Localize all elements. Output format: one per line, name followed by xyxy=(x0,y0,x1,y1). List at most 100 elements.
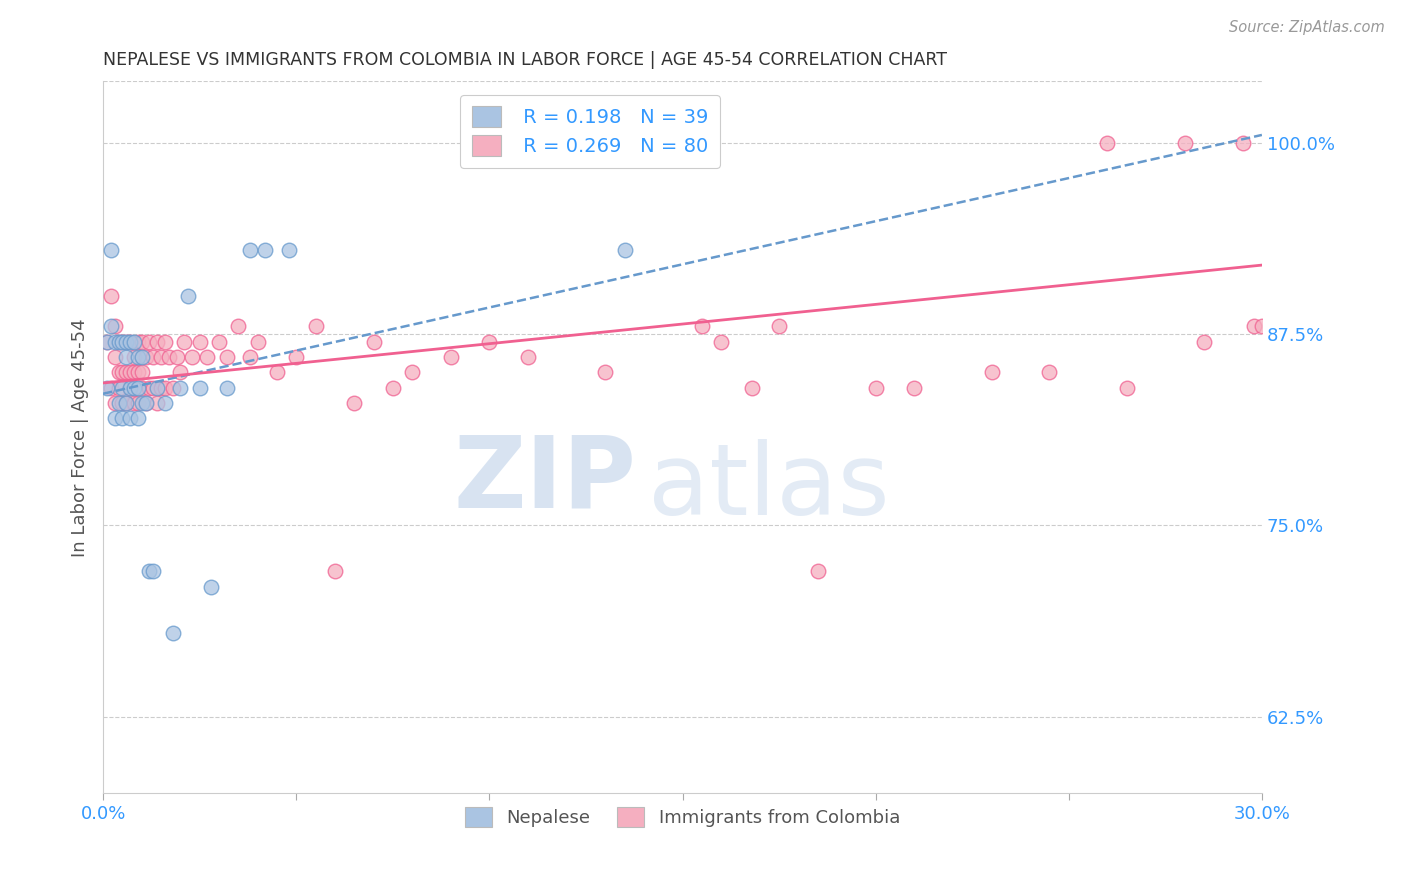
Point xyxy=(107,396,129,410)
Point xyxy=(208,334,231,349)
Point xyxy=(169,381,191,395)
Point xyxy=(1174,136,1197,150)
Point xyxy=(254,243,277,257)
Point xyxy=(1038,365,1060,379)
Point xyxy=(228,319,250,334)
Point xyxy=(188,334,211,349)
Point xyxy=(150,350,173,364)
Point xyxy=(177,289,200,303)
Point xyxy=(111,396,134,410)
Point xyxy=(122,334,145,349)
Point xyxy=(107,365,129,379)
Point xyxy=(146,334,169,349)
Point xyxy=(146,381,169,395)
Point xyxy=(104,334,127,349)
Point xyxy=(517,350,540,364)
Point xyxy=(104,350,127,364)
Point xyxy=(157,350,180,364)
Point xyxy=(115,334,138,349)
Point xyxy=(131,396,153,410)
Point xyxy=(173,334,195,349)
Point xyxy=(127,350,149,364)
Point xyxy=(120,334,142,349)
Point xyxy=(162,625,184,640)
Point xyxy=(593,365,616,379)
Point xyxy=(104,411,127,425)
Legend: Nepalese, Immigrants from Colombia: Nepalese, Immigrants from Colombia xyxy=(457,800,907,834)
Point xyxy=(138,565,160,579)
Point xyxy=(200,580,222,594)
Point xyxy=(142,350,165,364)
Point xyxy=(135,396,157,410)
Text: atlas: atlas xyxy=(648,439,890,536)
Point xyxy=(122,350,145,364)
Point xyxy=(181,350,204,364)
Point xyxy=(710,334,733,349)
Point xyxy=(215,381,238,395)
Point xyxy=(127,396,149,410)
Point xyxy=(142,381,165,395)
Point xyxy=(807,565,830,579)
Point xyxy=(277,243,299,257)
Point xyxy=(122,381,145,395)
Point xyxy=(111,381,134,395)
Text: NEPALESE VS IMMIGRANTS FROM COLOMBIA IN LABOR FORCE | AGE 45-54 CORRELATION CHAR: NEPALESE VS IMMIGRANTS FROM COLOMBIA IN … xyxy=(103,51,948,69)
Point xyxy=(169,365,191,379)
Point xyxy=(120,334,142,349)
Point xyxy=(1115,381,1137,395)
Point xyxy=(613,243,636,257)
Point xyxy=(104,319,127,334)
Point xyxy=(266,365,288,379)
Point xyxy=(100,381,122,395)
Point xyxy=(381,381,404,395)
Point xyxy=(153,381,176,395)
Point xyxy=(903,381,925,395)
Point xyxy=(1097,136,1119,150)
Point xyxy=(197,350,219,364)
Point xyxy=(127,334,149,349)
Point xyxy=(215,350,238,364)
Point xyxy=(120,365,142,379)
Point xyxy=(1232,136,1254,150)
Point xyxy=(440,350,463,364)
Point xyxy=(150,381,173,395)
Point xyxy=(96,334,118,349)
Point xyxy=(285,350,308,364)
Point xyxy=(96,381,118,395)
Point xyxy=(111,334,134,349)
Point xyxy=(100,319,122,334)
Point xyxy=(100,243,122,257)
Point xyxy=(122,365,145,379)
Point xyxy=(239,350,262,364)
Point xyxy=(363,334,385,349)
Point xyxy=(115,350,138,364)
Point xyxy=(1251,319,1274,334)
Point xyxy=(865,381,887,395)
Point xyxy=(104,396,127,410)
Point xyxy=(135,396,157,410)
Point xyxy=(107,334,129,349)
Point xyxy=(135,350,157,364)
Point xyxy=(111,334,134,349)
Point xyxy=(343,396,366,410)
Point xyxy=(120,381,142,395)
Point xyxy=(131,350,153,364)
Point xyxy=(138,381,160,395)
Point xyxy=(127,381,149,395)
Point xyxy=(96,334,118,349)
Point xyxy=(107,334,129,349)
Point xyxy=(131,365,153,379)
Point xyxy=(127,365,149,379)
Point xyxy=(246,334,269,349)
Point xyxy=(115,334,138,349)
Text: ZIP: ZIP xyxy=(453,432,636,529)
Point xyxy=(111,365,134,379)
Text: Source: ZipAtlas.com: Source: ZipAtlas.com xyxy=(1229,20,1385,35)
Point xyxy=(239,243,262,257)
Point xyxy=(107,381,129,395)
Point xyxy=(980,365,1002,379)
Point xyxy=(146,396,169,410)
Point xyxy=(1192,334,1215,349)
Point xyxy=(115,365,138,379)
Point xyxy=(138,334,160,349)
